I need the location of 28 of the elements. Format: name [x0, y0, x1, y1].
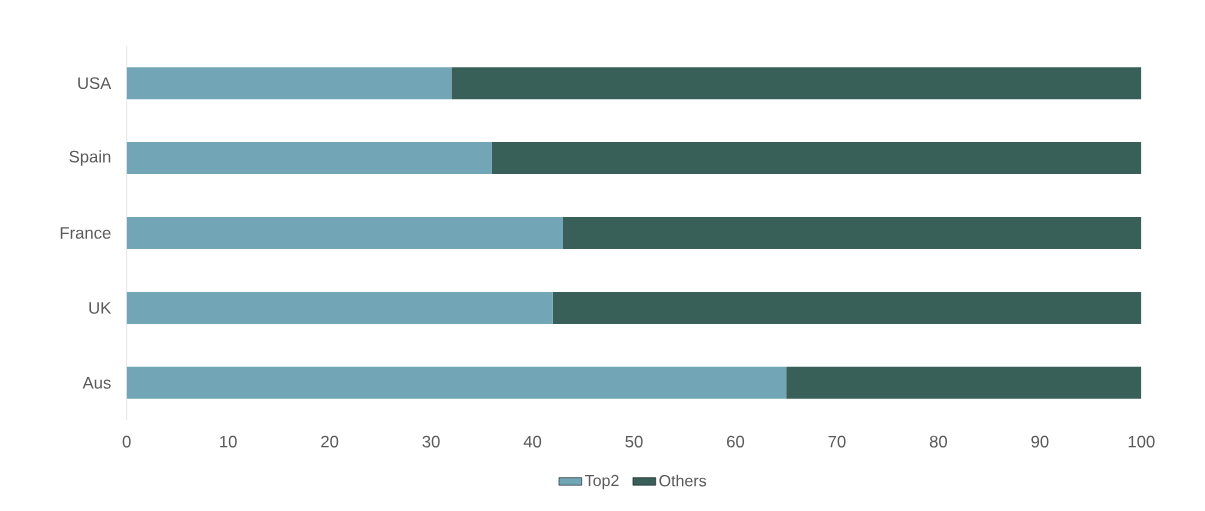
bar — [126, 217, 563, 250]
bar — [562, 217, 1142, 250]
x-tick-label: 70 — [828, 435, 846, 448]
y-tick-label: UK — [89, 302, 112, 314]
legend-label: Others — [659, 474, 707, 487]
bar — [126, 291, 553, 324]
y-tick-label: USA — [78, 77, 112, 90]
x-tick-label: 0 — [122, 435, 131, 448]
y-tick-label: France — [60, 227, 111, 239]
x-tick-label: 90 — [1031, 435, 1049, 448]
bar — [491, 142, 1142, 175]
bar — [126, 366, 787, 399]
bar — [126, 67, 452, 100]
bar — [451, 67, 1142, 100]
bar — [126, 142, 492, 175]
x-tick-label: 10 — [220, 435, 237, 448]
y-tick-label: Spain — [69, 150, 111, 166]
x-tick-label: 30 — [422, 435, 440, 448]
x-tick-label: 50 — [625, 435, 643, 448]
x-tick-label: 20 — [321, 435, 339, 448]
x-tick-label: 40 — [523, 435, 542, 448]
x-tick-label: 60 — [727, 435, 745, 448]
x-tick-label: 80 — [929, 435, 948, 448]
x-tick-label: 100 — [1128, 435, 1155, 448]
bar — [552, 291, 1142, 324]
legend-label: Top2 — [585, 474, 619, 490]
bar — [786, 366, 1142, 399]
y-tick-label: Aus — [82, 377, 111, 389]
